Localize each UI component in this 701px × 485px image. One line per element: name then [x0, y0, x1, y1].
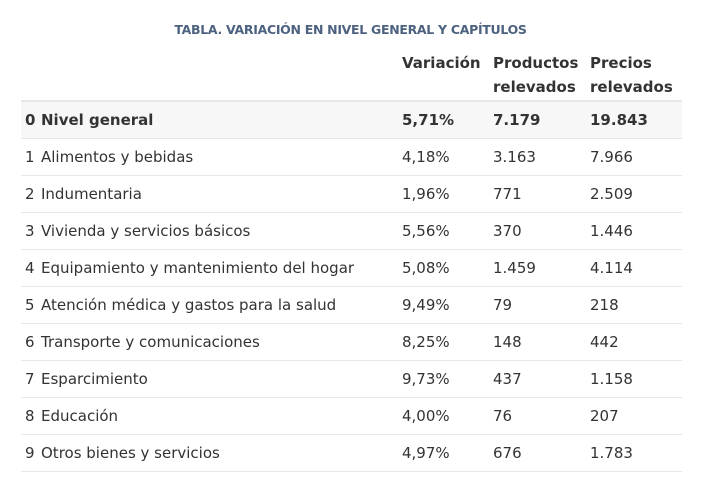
row-productos: 676 — [493, 444, 522, 462]
row-precios: 4.114 — [590, 259, 633, 277]
row-precios: 442 — [590, 333, 619, 351]
row-precios: 207 — [590, 407, 619, 425]
row-precios: 218 — [590, 296, 619, 314]
table-row: 3 Vivienda y servicios básicos 5,56% 370… — [21, 213, 682, 250]
row-productos: 7.179 — [493, 111, 541, 129]
table-row: 1 Alimentos y bebidas 4,18% 3.163 7.966 — [21, 139, 682, 176]
row-variacion: 8,25% — [402, 333, 450, 351]
table-row: 5 Atención médica y gastos para la salud… — [21, 287, 682, 324]
row-variacion: 5,08% — [402, 259, 450, 277]
row-number: 0 — [25, 111, 36, 129]
row-precios: 1.158 — [590, 370, 633, 388]
row-productos: 79 — [493, 296, 513, 314]
row-name: Atención médica y gastos para la salud — [41, 296, 337, 314]
row-name: Educación — [41, 407, 119, 425]
table-title: TABLA. VARIACIÓN EN NIVEL GENERAL Y CAPÍ… — [174, 22, 527, 37]
table-row: 2 Indumentaria 1,96% 771 2.509 — [21, 176, 682, 213]
table-row: 6 Transporte y comunicaciones 8,25% 148 … — [21, 324, 682, 361]
header-precios-line1: Precios — [590, 54, 652, 72]
row-number: 2 — [25, 185, 35, 203]
row-number: 6 — [25, 333, 35, 351]
row-name: Vivienda y servicios básicos — [41, 222, 251, 240]
row-variacion: 4,00% — [402, 407, 450, 425]
row-variacion: 9,49% — [402, 296, 450, 314]
row-variacion: 1,96% — [402, 185, 450, 203]
row-precios: 1.446 — [590, 222, 633, 240]
row-number: 4 — [25, 259, 35, 277]
row-productos: 437 — [493, 370, 522, 388]
row-number: 8 — [25, 407, 35, 425]
header-precios: Precios relevados — [590, 51, 673, 99]
row-variacion: 9,73% — [402, 370, 450, 388]
row-variacion: 4,97% — [402, 444, 450, 462]
row-precios: 7.966 — [590, 148, 633, 166]
data-table: Variación Productos relevados Precios re… — [21, 51, 682, 472]
row-name: Equipamiento y mantenimiento del hogar — [41, 259, 355, 277]
row-name: Nivel general — [41, 111, 154, 129]
row-name: Otros bienes y servicios — [41, 444, 220, 462]
table-row: 8 Educación 4,00% 76 207 — [21, 398, 682, 435]
row-productos: 3.163 — [493, 148, 536, 166]
row-name: Transporte y comunicaciones — [41, 333, 260, 351]
header-productos: Productos relevados — [493, 51, 578, 99]
row-number: 7 — [25, 370, 35, 388]
table-row: 9 Otros bienes y servicios 4,97% 676 1.7… — [21, 435, 682, 472]
table-row: 7 Esparcimiento 9,73% 437 1.158 — [21, 361, 682, 398]
row-productos: 370 — [493, 222, 522, 240]
row-variacion: 4,18% — [402, 148, 450, 166]
table-row: 4 Equipamiento y mantenimiento del hogar… — [21, 250, 682, 287]
row-name: Indumentaria — [41, 185, 142, 203]
header-productos-line1: Productos — [493, 54, 579, 72]
row-productos: 76 — [493, 407, 513, 425]
row-productos: 1.459 — [493, 259, 536, 277]
row-precios: 1.783 — [590, 444, 633, 462]
row-precios: 19.843 — [590, 111, 648, 129]
row-name: Alimentos y bebidas — [41, 148, 194, 166]
table-row: 0 Nivel general 5,71% 7.179 19.843 — [21, 102, 682, 139]
row-number: 5 — [25, 296, 35, 314]
header-variacion: Variación — [402, 54, 481, 72]
row-number: 9 — [25, 444, 35, 462]
row-name: Esparcimiento — [41, 370, 148, 388]
header-precios-line2: relevados — [590, 78, 673, 96]
row-productos: 771 — [493, 185, 522, 203]
row-variacion: 5,56% — [402, 222, 450, 240]
row-number: 3 — [25, 222, 35, 240]
row-number: 1 — [25, 148, 35, 166]
table-header: Variación Productos relevados Precios re… — [21, 51, 682, 102]
row-productos: 148 — [493, 333, 522, 351]
row-variacion: 5,71% — [402, 111, 455, 129]
header-productos-line2: relevados — [493, 78, 576, 96]
row-precios: 2.509 — [590, 185, 633, 203]
